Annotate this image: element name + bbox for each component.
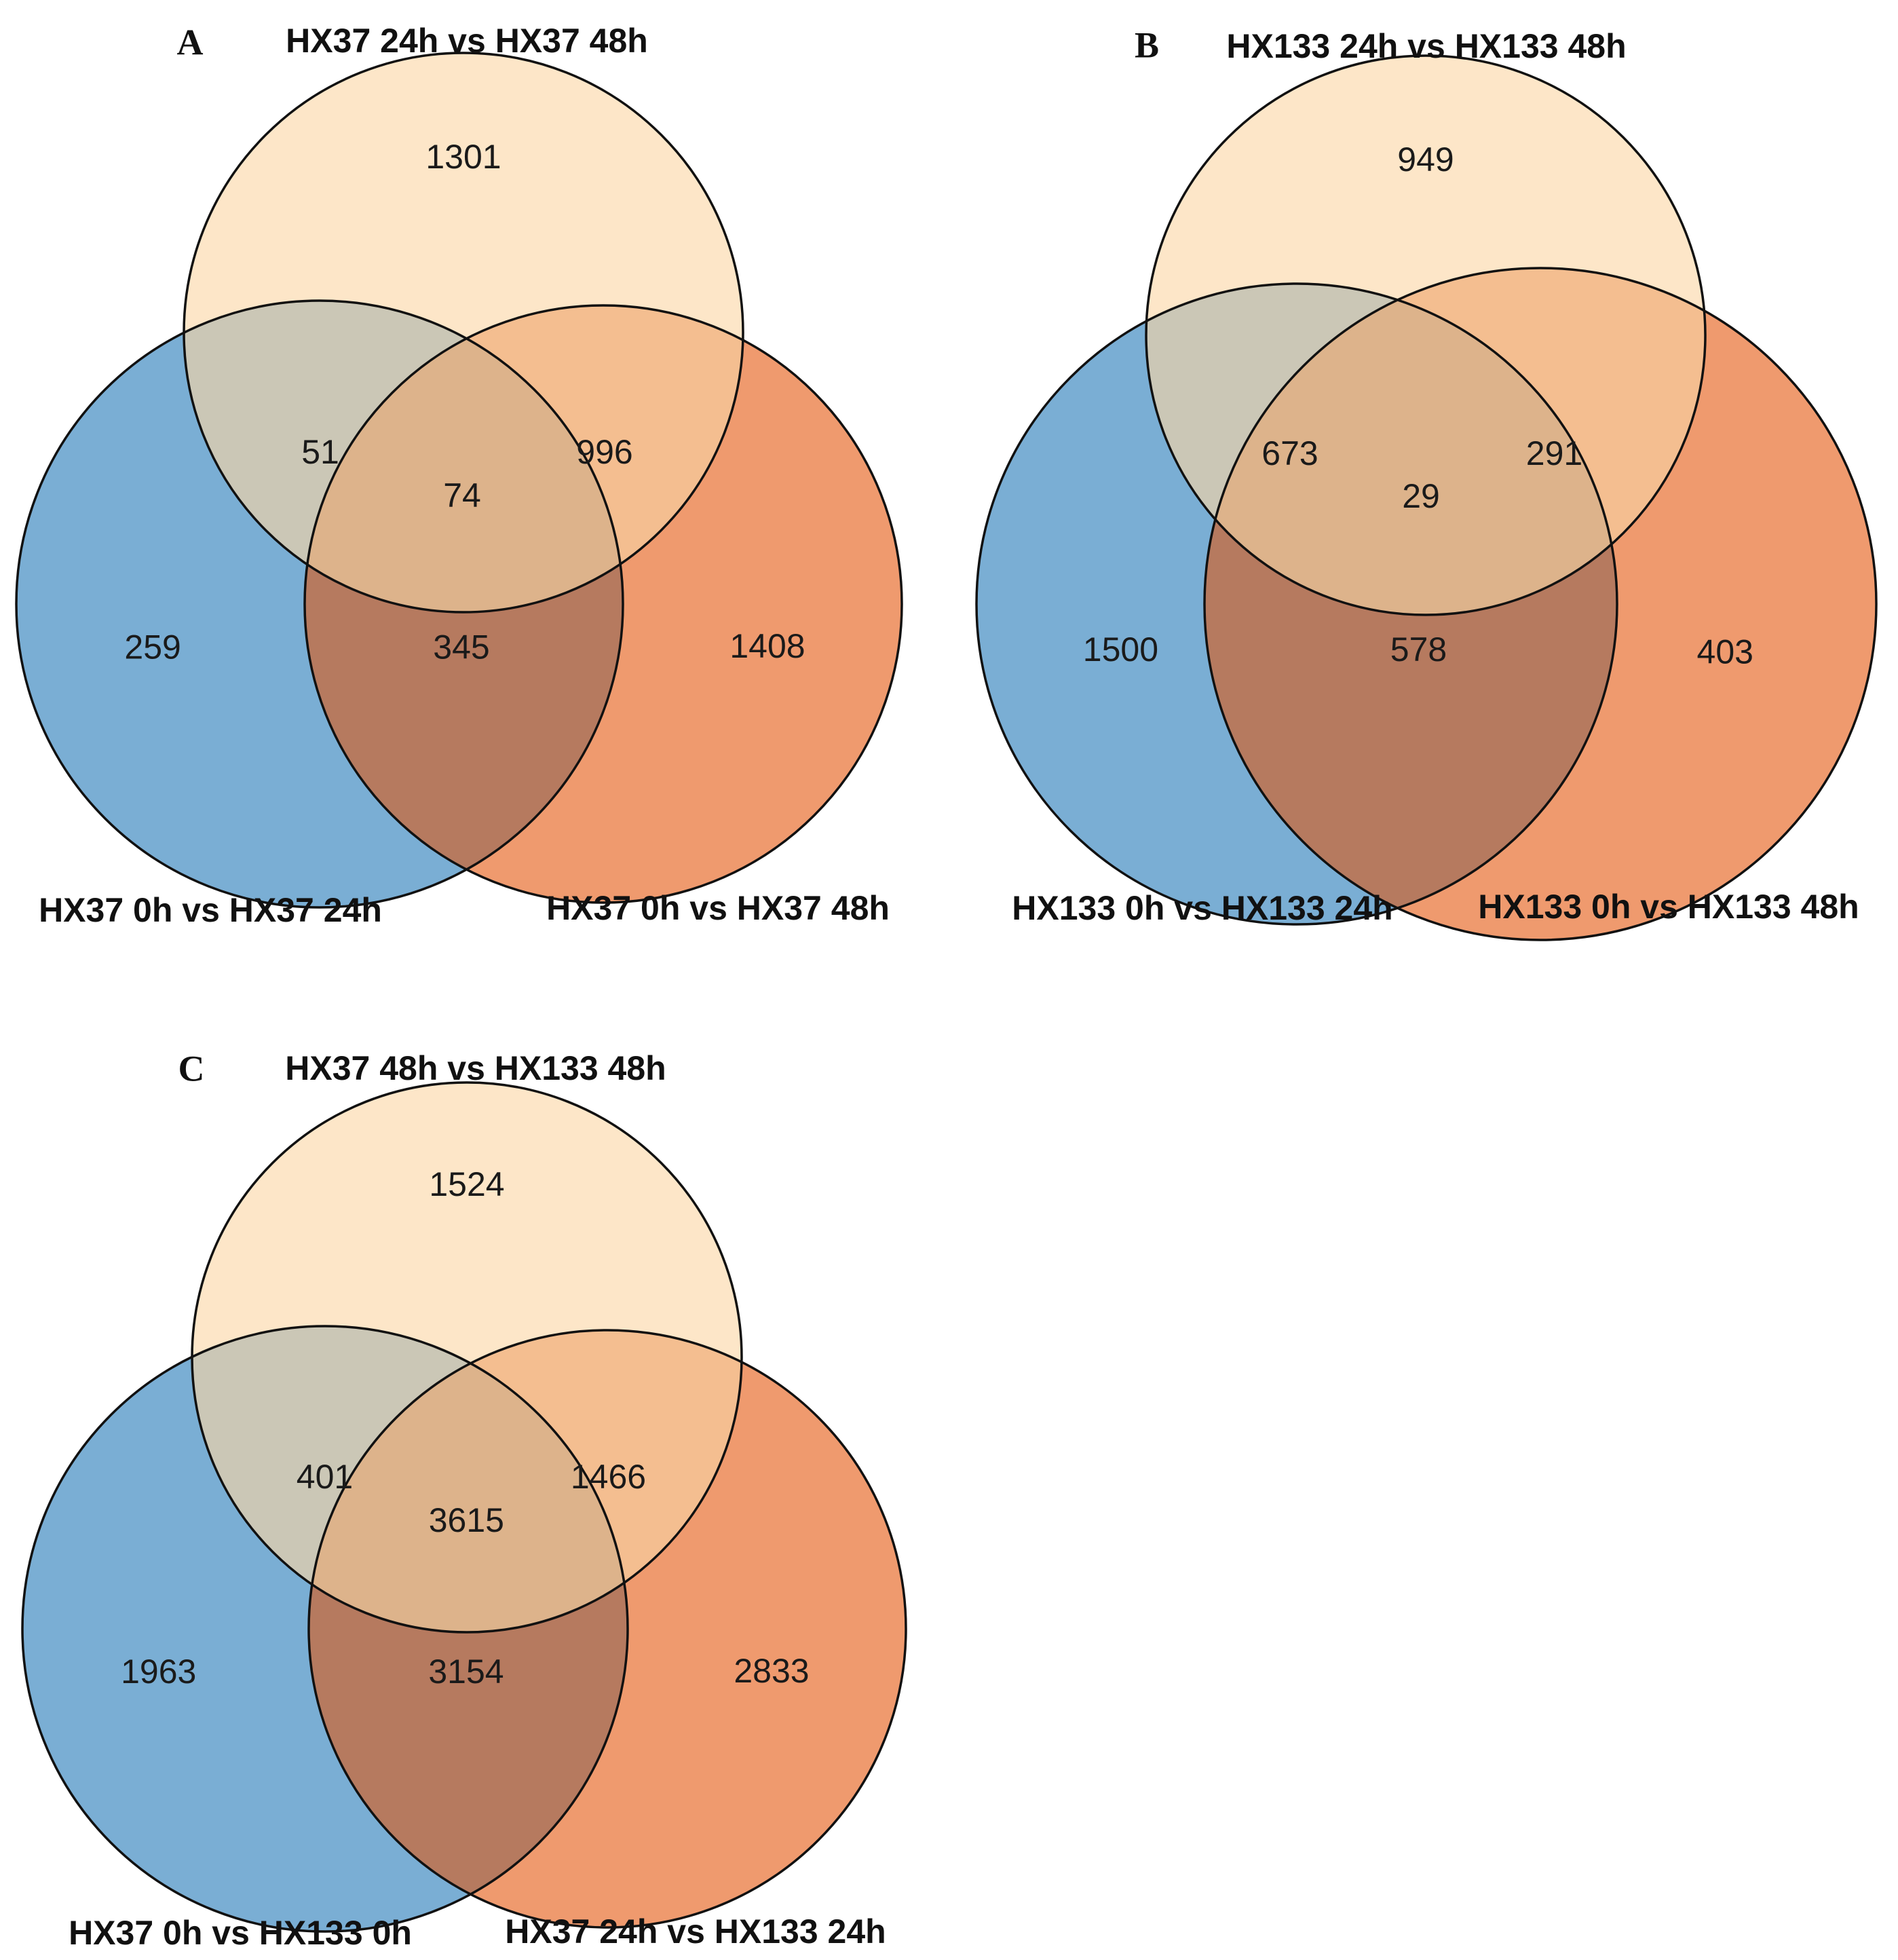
venn-panel-b: 949 1500 403 673 291 578 29 B HX133 24h vs HX133… [975,24,1878,941]
top-set-label: HX37 24h vs HX37 48h [286,22,648,60]
count-top-right: 1466 [571,1458,646,1496]
count-all-three: 3615 [429,1501,504,1539]
top-set-label: HX37 48h vs HX133 48h [285,1049,666,1087]
count-all-three: 74 [443,476,481,514]
count-top-left: 401 [297,1458,353,1496]
count-top-left: 51 [301,433,339,471]
panel-letter: A [177,22,204,62]
count-left-right: 578 [1390,630,1447,668]
left-set-label: HX37 0h vs HX133 0h [69,1914,412,1952]
count-left-only: 259 [124,628,181,666]
count-left-right: 3154 [428,1653,504,1691]
count-all-three: 29 [1402,477,1440,515]
count-right-only: 1408 [729,627,805,665]
venn-panel-a: 1301 259 1408 51 996 345 74 A HX37 24h vs HX37 4… [15,22,903,929]
count-top-right: 291 [1526,434,1582,472]
count-right-only: 2833 [734,1652,809,1690]
count-top-only: 1524 [429,1165,504,1203]
left-set-label: HX133 0h vs HX133 24h [1012,889,1392,927]
panel-letter: B [1135,24,1159,65]
count-top-left: 673 [1261,434,1318,472]
count-top-right: 996 [576,433,632,471]
count-left-right: 345 [433,628,489,666]
panel-letter: C [178,1048,205,1089]
count-left-only: 1963 [121,1653,196,1691]
count-right-only: 403 [1697,633,1753,671]
left-set-label: HX37 0h vs HX37 24h [39,891,382,929]
count-top-only: 1301 [425,138,501,176]
venn-panel-c: 1524 1963 2833 401 1466 3154 3615 C HX37 48h vs … [21,1048,907,1952]
top-set-label: HX133 24h vs HX133 48h [1226,27,1626,65]
count-left-only: 1500 [1083,630,1158,668]
count-top-only: 949 [1397,140,1454,178]
right-set-label: HX37 0h vs HX37 48h [546,889,890,927]
right-set-label: HX133 0h vs HX133 48h [1478,888,1859,926]
right-set-label: HX37 24h vs HX133 24h [505,1912,886,1950]
